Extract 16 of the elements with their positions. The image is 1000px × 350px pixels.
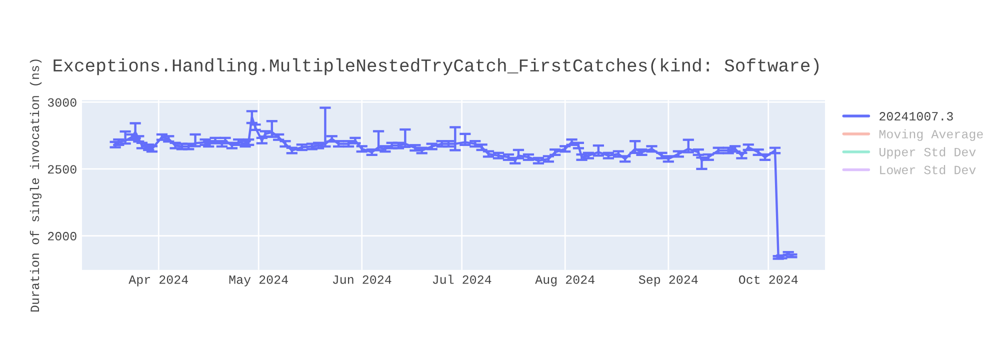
x-tick-label: Oct 2024 bbox=[738, 275, 798, 284]
x-tick-label: Sep 2024 bbox=[638, 275, 698, 286]
x-tick-label: Apr 2024 bbox=[128, 275, 188, 286]
legend-label: 20241007.3 bbox=[880, 112, 953, 121]
legend-label: Lower Std Dev bbox=[880, 165, 976, 174]
x-tick-label: Aug 2024 bbox=[535, 275, 594, 286]
y-tick-label: 2000 bbox=[48, 232, 76, 240]
y-tick-label: 3000 bbox=[48, 98, 76, 107]
y-tick-label: 2500 bbox=[48, 165, 76, 174]
x-tick-label: Jun 2024 bbox=[332, 275, 392, 284]
legend-label: Upper Std Dev bbox=[880, 147, 976, 159]
y-axis-title: Duration of single invocation (ns) bbox=[30, 60, 42, 312]
x-tick-label: May 2024 bbox=[229, 275, 288, 286]
chart-title: Exceptions.Handling.MultipleNestedTryCatch_FirstCatches(kind: Software) bbox=[54, 58, 819, 76]
legend-label: Moving Average bbox=[879, 129, 983, 141]
x-tick-label: Jul 2024 bbox=[432, 274, 492, 284]
